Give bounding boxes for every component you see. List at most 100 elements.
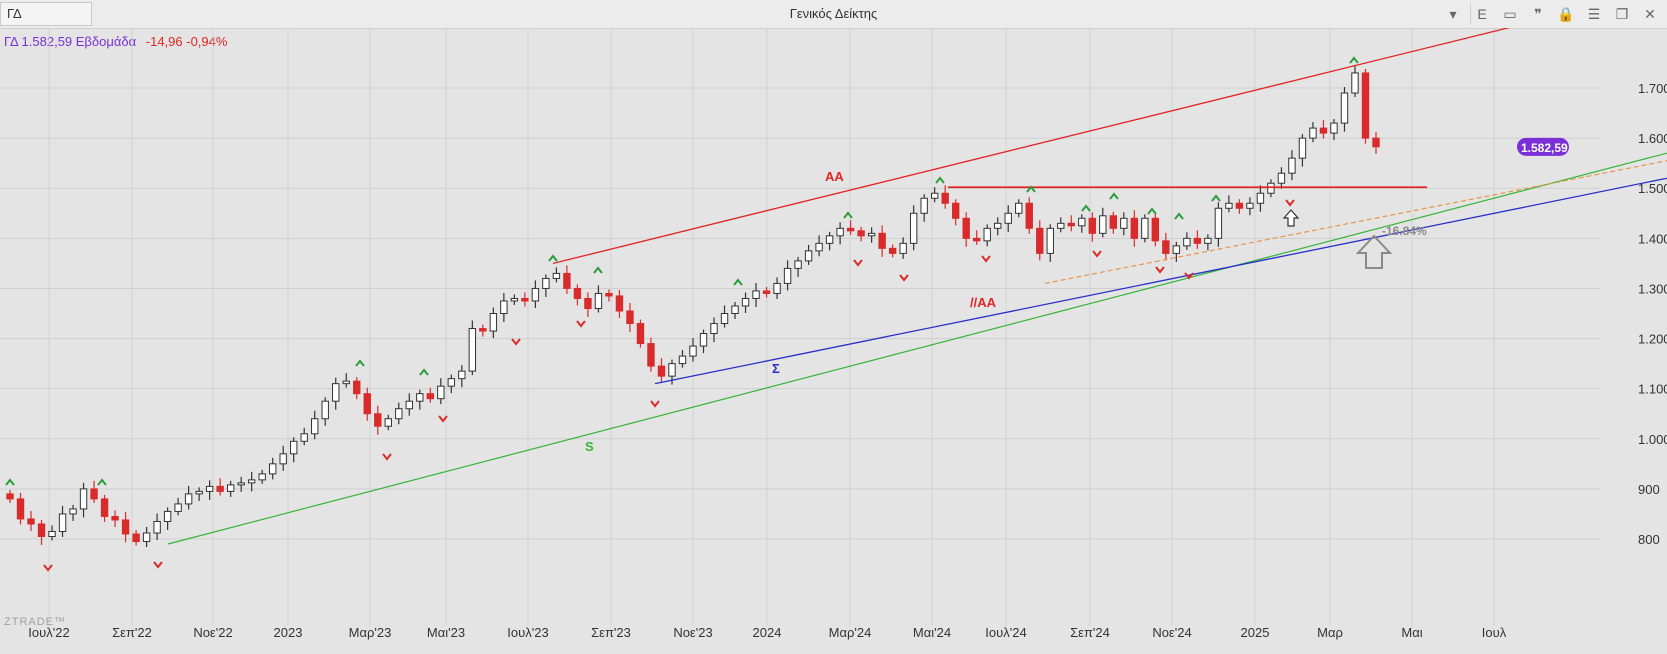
candle-up: [594, 292, 603, 309]
swing-high-marker: [97, 478, 107, 486]
close-icon[interactable]: ✕: [1644, 6, 1656, 22]
candle-down: [121, 519, 130, 535]
last-price-label: 1.582,59: [1521, 141, 1568, 155]
candle-up: [500, 300, 508, 315]
y-tick-label: 1.200: [1638, 332, 1667, 347]
candle-up: [321, 400, 329, 420]
candle-down: [353, 380, 361, 395]
x-tick-label: Μαι'24: [913, 625, 951, 640]
candle-down: [951, 202, 960, 219]
candlestick-chart[interactable]: 800 900 1.000 1.100 1.200 1.300 1.400 1.500 1.60…: [0, 28, 1667, 654]
chart-annotation: AA: [825, 169, 844, 184]
candle-down: [6, 493, 14, 500]
candle-up: [384, 418, 392, 427]
candle-down: [1372, 137, 1380, 148]
candle-down: [1088, 217, 1096, 234]
symbol-input[interactable]: ΓΔ: [0, 2, 92, 26]
y-tick-label: 1.000: [1638, 432, 1667, 447]
x-tick-label: Μαρ'23: [349, 625, 392, 640]
swing-low-marker: [153, 561, 163, 569]
candle-down: [1067, 222, 1075, 227]
candle-up: [1288, 157, 1296, 174]
y-tick-label: 1.100: [1638, 382, 1667, 397]
toolbar-buttons: ▾ E ▭ ❞ 🔒 ☰ ❐ ✕: [1442, 3, 1661, 25]
menu-icon[interactable]: ☰: [1587, 6, 1601, 22]
candle-up: [710, 323, 718, 335]
candle-down: [605, 292, 613, 297]
candle-up: [268, 463, 277, 475]
candle-up: [1309, 127, 1317, 139]
candle-down: [1361, 72, 1370, 139]
candle-up: [290, 440, 298, 455]
trendline-aa: [552, 28, 1511, 265]
x-tick-label: Νοε'23: [673, 625, 712, 640]
candle-down: [1025, 202, 1033, 229]
candle-up: [79, 488, 88, 510]
candle-up: [930, 192, 939, 199]
trendline-s: [167, 152, 1667, 545]
x-tick-label: Μαρ'24: [829, 625, 872, 640]
candle-up: [1246, 202, 1254, 209]
last-price-badge: [1517, 137, 1569, 156]
y-tick-label: 1.500: [1638, 181, 1667, 196]
x-tick-label: Νοε'24: [1152, 625, 1191, 640]
dropdown-icon[interactable]: ▾: [1449, 6, 1457, 22]
candle-down: [1235, 202, 1244, 209]
candle-up: [300, 433, 308, 442]
candle-up: [1204, 237, 1212, 244]
price-info: ΓΔ 1.582,59 Εβδομάδα -14,96 -0,94%: [4, 34, 227, 49]
x-tick-label: Μαι: [1401, 625, 1422, 640]
candle-down: [563, 272, 571, 289]
candle-up: [741, 297, 750, 307]
candle-down: [479, 328, 487, 332]
candle-down: [1162, 240, 1170, 254]
candle-up: [1141, 217, 1149, 239]
candle-up: [342, 380, 350, 385]
candle-down: [100, 498, 109, 517]
x-tick-label: Ιουλ: [1482, 625, 1507, 640]
candle-up: [1120, 217, 1128, 229]
swing-low-marker: [1184, 272, 1194, 280]
candle-up: [447, 378, 456, 387]
x-tick-label: Ιουλ'22: [28, 625, 69, 640]
swing-low-marker: [981, 255, 991, 263]
candle-down: [1193, 237, 1202, 244]
x-tick-label: Νοε'22: [193, 625, 232, 640]
candle-up: [279, 453, 287, 465]
panel-icon[interactable]: ▭: [1503, 6, 1517, 22]
x-tick-label: 2024: [753, 625, 782, 640]
candle-up: [1183, 237, 1191, 247]
candle-down: [846, 227, 855, 232]
candle-down: [626, 310, 634, 325]
candle-up: [247, 479, 256, 484]
swing-high-marker: [1349, 56, 1359, 64]
chart-annotation: Σ: [772, 361, 780, 376]
candle-down: [888, 247, 897, 254]
quote-icon[interactable]: ❞: [1534, 6, 1542, 22]
candle-up: [836, 227, 844, 237]
swing-low-marker: [382, 453, 392, 461]
candle-up: [731, 305, 739, 315]
y-tick-label: 900: [1638, 482, 1660, 497]
top-toolbar: ΓΔ Γενικός Δείκτης ▾ E ▭ ❞ 🔒 ☰ ❐ ✕: [0, 0, 1667, 29]
candle-down: [374, 413, 382, 427]
swing-low-marker: [576, 320, 586, 328]
candle-up: [1172, 245, 1181, 254]
candle-down: [584, 297, 592, 309]
candle-down: [521, 297, 529, 302]
y-tick-label: 1.300: [1638, 281, 1667, 296]
candle-up: [804, 250, 813, 262]
trendline-sigma: [654, 177, 1667, 385]
candle-up: [783, 267, 792, 284]
window-icon[interactable]: ❐: [1615, 6, 1629, 22]
swing-high-marker: [5, 478, 15, 486]
candle-down: [647, 343, 655, 367]
candle-up: [311, 418, 319, 435]
candle-up: [994, 222, 1002, 229]
candle-down: [636, 323, 645, 345]
candle-up: [1277, 172, 1286, 184]
candle-up: [489, 313, 498, 332]
lock-icon[interactable]: 🔒: [1557, 6, 1575, 22]
small-up-arrow: [1282, 209, 1300, 227]
e-button[interactable]: E: [1470, 3, 1493, 25]
